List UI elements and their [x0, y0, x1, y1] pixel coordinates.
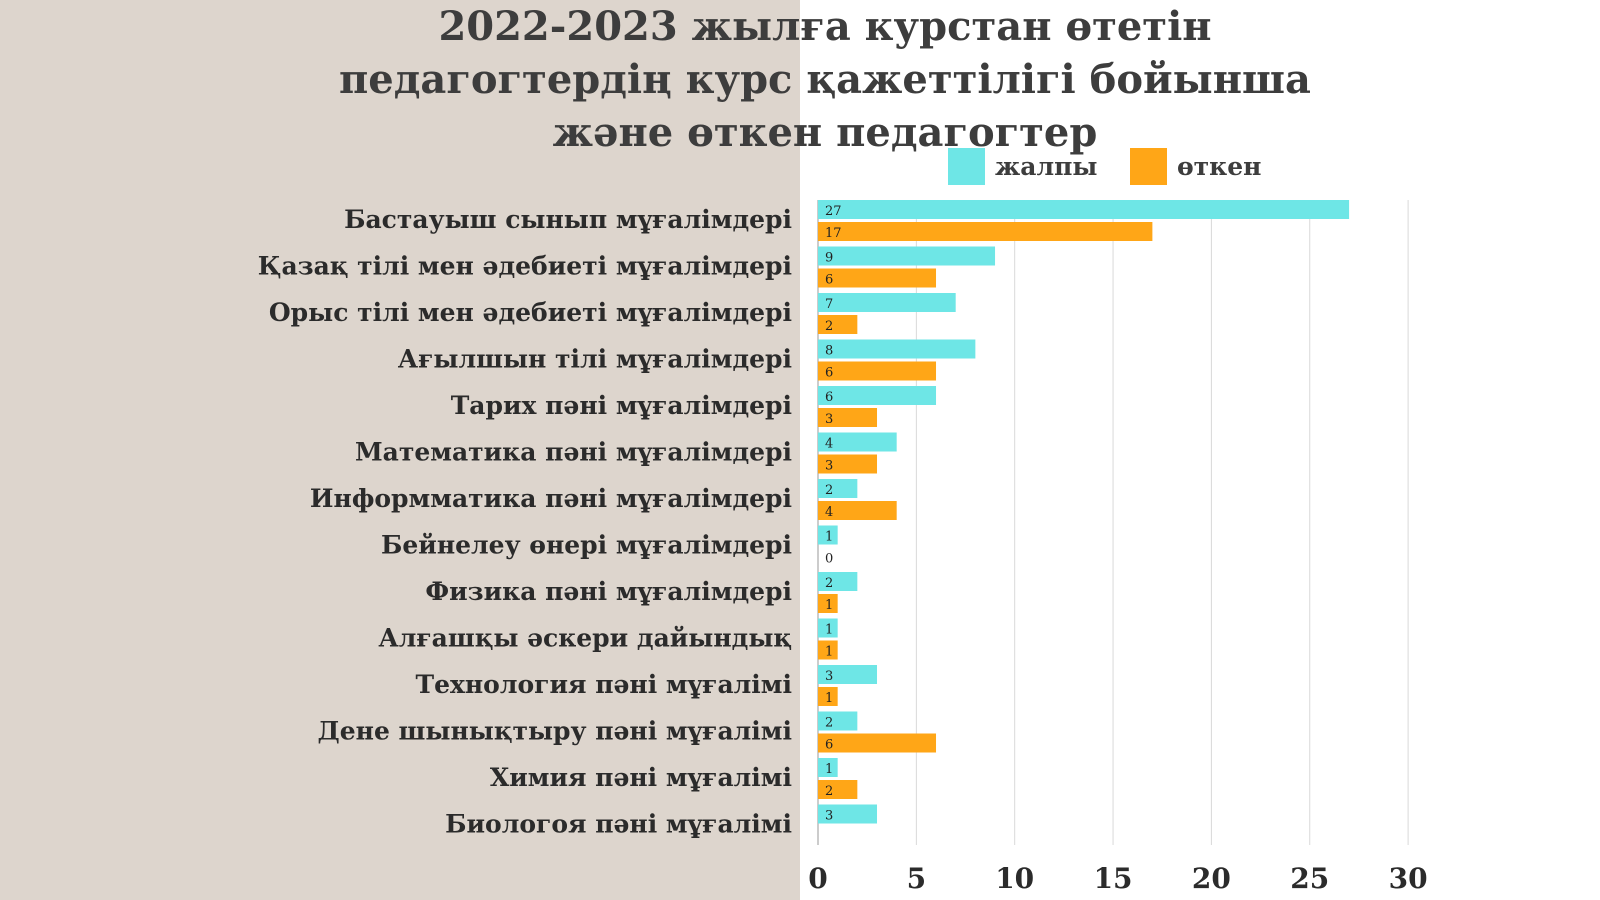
bar-otken: [818, 222, 1153, 241]
data-label-otken: 17: [825, 226, 842, 241]
x-tick-label-5: 5: [907, 862, 926, 895]
bar-jalpy: [818, 293, 956, 312]
bar-jalpy: [818, 200, 1350, 219]
category-label: Математика пәні мұғалімдері: [355, 438, 792, 467]
chart-title: 2022-2023 жылға курстан өтетін педагогте…: [200, 0, 1450, 159]
chart-title-line-3: және өткен педагогтер: [552, 109, 1098, 156]
x-tick-label-20: 20: [1192, 862, 1231, 895]
bar-otken: [818, 268, 937, 288]
data-label-jalpy: 2: [825, 716, 833, 731]
x-tick-label-0: 0: [808, 862, 827, 895]
category-label: Тарих пәні мұғалімдері: [451, 391, 792, 420]
data-label-otken: 3: [825, 459, 833, 474]
bar-otken: [818, 780, 858, 799]
legend-swatch-otken: [1130, 147, 1167, 185]
bar-jalpy: [818, 618, 838, 638]
category-label: Биологоя пәні мұғалімі: [445, 810, 792, 839]
chart-title-line-1: 2022-2023 жылға курстан өтетін: [438, 3, 1212, 50]
data-label-otken: 6: [825, 366, 833, 381]
data-label-jalpy: 2: [825, 576, 833, 591]
bar-jalpy: [818, 804, 878, 824]
data-label-otken: 1: [825, 645, 833, 660]
data-label-otken: 6: [825, 738, 833, 753]
category-label: Алғашқы әскери дайындық: [378, 624, 792, 653]
bar-jalpy: [818, 432, 897, 452]
x-tick-label-25: 25: [1290, 862, 1329, 895]
bar-otken: [818, 454, 878, 474]
bar-otken: [818, 594, 838, 613]
data-label-jalpy: 7: [825, 297, 833, 312]
bar-otken: [818, 408, 878, 427]
data-label-jalpy: 3: [825, 809, 833, 824]
data-label-jalpy: 1: [825, 530, 833, 545]
data-label-jalpy: 1: [825, 623, 833, 638]
bar-jalpy: [818, 525, 838, 545]
bar-jalpy: [818, 246, 996, 266]
bar-jalpy: [818, 758, 838, 777]
data-label-otken: 2: [825, 784, 833, 799]
bar-otken: [818, 501, 897, 520]
category-label: Ағылшын тілі мұғалімдері: [398, 345, 792, 374]
data-label-otken: 4: [825, 505, 833, 520]
x-tick-label-15: 15: [1094, 862, 1133, 895]
chart-title-line-2: педагогтердің курс қажеттілігі бойынша: [339, 56, 1311, 103]
data-label-jalpy: 1: [825, 762, 833, 777]
legend-label-otken: өткен: [1177, 151, 1262, 181]
bar-jalpy: [818, 339, 976, 359]
bar-otken: [818, 640, 838, 660]
bar-jalpy: [818, 479, 858, 498]
data-label-jalpy: 2: [825, 483, 833, 498]
data-label-jalpy: 27: [825, 204, 842, 219]
legend-swatch-jalpy: [948, 147, 985, 185]
data-label-jalpy: 8: [825, 344, 833, 359]
category-label: Технология пәні мұғалімі: [415, 670, 792, 699]
category-label: Химия пәні мұғалімі: [490, 763, 792, 792]
category-label: Информматика пәні мұғалімдері: [310, 484, 792, 513]
left-background-panel: [0, 0, 800, 900]
data-label-otken: 3: [825, 412, 833, 427]
category-label: Физика пәні мұғалімдері: [425, 577, 792, 606]
bar-jalpy: [818, 386, 937, 405]
x-tick-label-30: 30: [1389, 862, 1428, 895]
x-tick-label-10: 10: [995, 862, 1034, 895]
legend-item-jalpy: жалпы: [948, 146, 1097, 186]
bar-jalpy: [818, 572, 858, 591]
bar-otken: [818, 687, 838, 706]
bar-jalpy: [818, 665, 878, 684]
data-label-otken: 6: [825, 273, 833, 288]
data-label-jalpy: 9: [825, 251, 833, 266]
data-label-jalpy: 3: [825, 669, 833, 684]
category-label: Бастауыш сынып мұғалімдері: [344, 205, 792, 234]
bar-otken: [818, 315, 858, 334]
category-label: Қазақ тілі мен әдебиеті мұғалімдері: [258, 252, 792, 281]
bar-otken: [818, 733, 937, 753]
bar-jalpy: [818, 711, 858, 731]
data-label-otken: 2: [825, 319, 833, 334]
category-label: Дене шынықтыру пәні мұғалімі: [318, 717, 792, 746]
data-label-otken: 0: [825, 552, 833, 567]
category-label: Бейнелеу өнері мұғалімдері: [381, 531, 792, 560]
legend-label-jalpy: жалпы: [995, 151, 1098, 181]
data-label-jalpy: 4: [825, 437, 833, 452]
legend-item-otken: өткен: [1130, 146, 1261, 186]
data-label-otken: 1: [825, 691, 833, 706]
category-label: Орыс тілі мен әдебиеті мұғалімдері: [269, 298, 792, 327]
bar-otken: [818, 361, 937, 381]
data-label-otken: 1: [825, 598, 833, 613]
data-label-jalpy: 6: [825, 390, 833, 405]
